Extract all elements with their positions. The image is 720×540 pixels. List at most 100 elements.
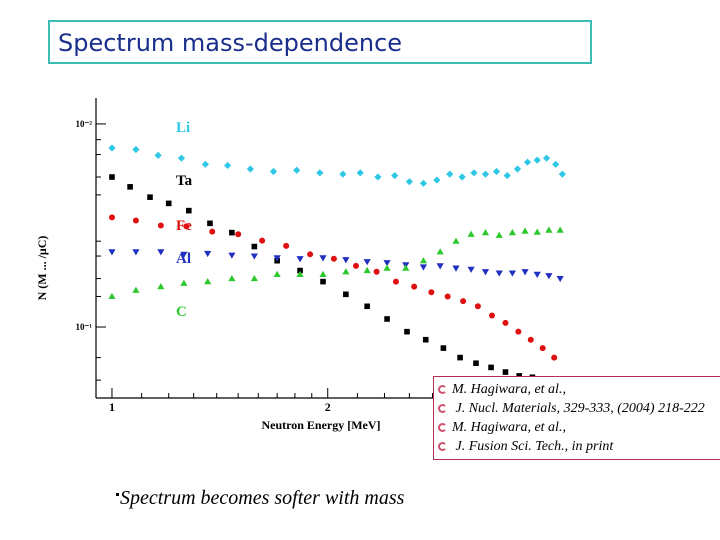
data-point-c — [363, 266, 371, 274]
circle-bullet-icon — [438, 385, 447, 395]
data-point-al — [467, 266, 475, 273]
data-point-li — [224, 161, 232, 170]
data-point-ta — [165, 200, 172, 207]
data-point-li — [458, 173, 466, 181]
data-point-c — [383, 264, 391, 271]
data-point-ta — [384, 316, 390, 322]
data-point-al — [419, 264, 428, 271]
data-point-ta — [343, 291, 349, 298]
data-point-al — [508, 270, 517, 277]
data-point-li — [503, 171, 511, 180]
data-point-li — [419, 179, 428, 187]
data-point-fe — [183, 223, 190, 230]
legend-label-c: C — [176, 304, 187, 320]
data-point-fe — [502, 319, 509, 326]
data-point-fe — [474, 303, 481, 310]
data-point-c — [250, 274, 258, 282]
data-point-li — [433, 176, 441, 184]
data-point-fe — [330, 255, 337, 262]
slide-title: Spectrum mass-dependence — [48, 20, 592, 64]
data-point-ta — [516, 373, 523, 379]
data-point-al — [383, 260, 391, 267]
conclusion-text: Spectrum becomes softer with mass — [116, 487, 404, 510]
data-point-li — [405, 178, 413, 186]
data-point-ta — [473, 360, 479, 367]
reference-item: J. Nucl. Materials, 329-333, (2004) 218-… — [438, 399, 720, 418]
data-point-c — [228, 274, 236, 282]
data-point-c — [436, 248, 444, 255]
circle-bullet-icon — [438, 442, 447, 452]
data-point-al — [157, 249, 165, 256]
data-point-c — [521, 227, 529, 234]
data-point-al — [436, 263, 444, 270]
data-point-ta — [147, 194, 153, 200]
reference-item: J. Fusion Sci. Tech., in print — [438, 437, 720, 456]
data-point-c — [467, 230, 475, 237]
data-point-li — [391, 171, 399, 180]
data-point-al — [545, 273, 553, 280]
data-point-c — [319, 270, 327, 277]
data-point-c — [481, 229, 490, 236]
y-tick-label: 10⁻¹ — [76, 322, 93, 332]
data-point-li — [492, 167, 501, 176]
data-point-li — [108, 144, 116, 152]
square-bullet-icon — [116, 493, 119, 496]
data-point-fe — [108, 214, 115, 221]
data-point-li — [446, 170, 454, 178]
data-point-c — [533, 228, 541, 235]
data-point-c — [508, 229, 517, 236]
data-point-c — [495, 231, 503, 238]
data-point-li — [552, 160, 560, 168]
chart-legend: Li Ta Fe Al C — [176, 120, 193, 320]
data-point-fe — [551, 354, 558, 361]
data-point-al — [180, 251, 188, 258]
circle-bullet-icon — [438, 404, 447, 414]
reference-item: M. Hagiwara, et al., — [438, 418, 720, 437]
data-point-ta — [186, 207, 192, 214]
data-point-c — [180, 279, 188, 286]
references-box: M. Hagiwara, et al., J. Nucl. Materials,… — [433, 376, 720, 460]
data-point-ta — [404, 328, 410, 335]
data-point-ta — [297, 267, 303, 274]
data-point-ta — [440, 345, 447, 351]
data-point-fe — [132, 217, 139, 224]
data-point-li — [533, 156, 541, 164]
data-point-ta — [229, 229, 235, 236]
x-axis-label: Neutron Energy [MeV] — [261, 418, 380, 432]
data-point-al — [533, 271, 541, 278]
data-point-al — [319, 255, 327, 262]
data-point-li — [481, 170, 490, 178]
data-point-li — [246, 165, 254, 173]
data-point-al — [495, 270, 503, 277]
data-point-c — [419, 257, 428, 264]
data-point-fe — [515, 328, 522, 335]
data-point-al — [363, 259, 371, 266]
circle-bullet-icon — [438, 423, 447, 433]
data-point-c — [132, 286, 140, 293]
data-point-ta — [422, 336, 429, 343]
data-point-al — [250, 253, 258, 260]
data-point-c — [204, 278, 212, 285]
data-point-al — [108, 249, 116, 256]
x-tick-label: 1 — [109, 400, 115, 414]
data-point-al — [204, 250, 212, 258]
data-point-li — [356, 169, 364, 177]
data-point-c — [273, 270, 281, 277]
data-point-al — [452, 265, 460, 272]
data-point-al — [132, 249, 140, 256]
reference-item: M. Hagiwara, et al., — [438, 380, 720, 399]
data-point-ta — [502, 369, 509, 375]
data-point-c — [296, 270, 304, 277]
data-point-ta — [109, 174, 115, 180]
data-point-li — [513, 165, 522, 173]
data-point-fe — [460, 298, 467, 305]
data-point-fe — [283, 242, 290, 249]
data-point-fe — [352, 262, 359, 269]
data-point-li — [542, 154, 551, 162]
data-point-ta — [207, 220, 213, 227]
data-point-c — [556, 226, 564, 233]
data-point-li — [374, 173, 382, 181]
data-point-fe — [488, 312, 495, 319]
data-point-al — [481, 269, 490, 276]
